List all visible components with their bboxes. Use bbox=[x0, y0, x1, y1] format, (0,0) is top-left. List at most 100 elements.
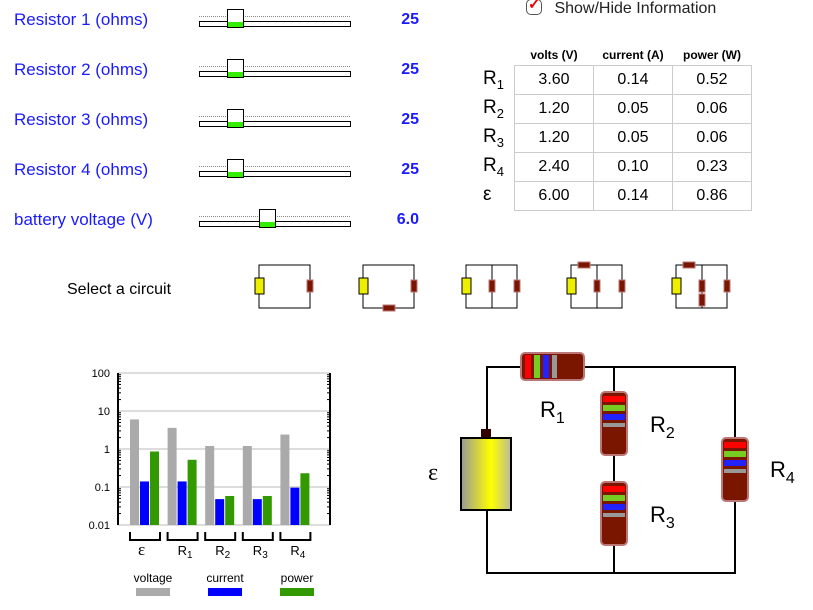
x-tick-label: ε bbox=[138, 540, 145, 559]
circuit-option-5[interactable] bbox=[665, 258, 740, 316]
table-cell: 0.52 bbox=[672, 65, 752, 95]
slider-track[interactable] bbox=[199, 121, 351, 127]
table-cell: 3.60 bbox=[514, 65, 594, 95]
slider-track[interactable] bbox=[199, 21, 351, 27]
x-tick-label: R4 bbox=[290, 543, 305, 561]
bar-voltage bbox=[280, 434, 290, 525]
r4-label: R4 bbox=[770, 457, 795, 487]
table-cell: 0.06 bbox=[672, 94, 752, 124]
slider-label: Resistor 1 (ohms) bbox=[14, 10, 149, 29]
table-cell: 1.20 bbox=[514, 94, 594, 124]
slider-label: Resistor 4 (ohms) bbox=[14, 160, 149, 179]
bar-voltage bbox=[130, 419, 139, 525]
y-tick-label: 100 bbox=[92, 368, 110, 380]
table-cell: 0.14 bbox=[593, 65, 673, 95]
slider-thumb[interactable] bbox=[227, 109, 244, 128]
resistor-r2 bbox=[600, 391, 628, 456]
bar-current bbox=[177, 481, 187, 525]
battery bbox=[460, 437, 512, 511]
bar-current bbox=[215, 499, 225, 525]
bar-voltage bbox=[205, 445, 215, 525]
legend-swatch bbox=[280, 588, 314, 596]
resistor-r3 bbox=[600, 481, 628, 546]
bar-power bbox=[187, 459, 197, 525]
legend-label: voltage bbox=[134, 571, 173, 585]
legend-swatch bbox=[208, 588, 242, 596]
bar-current bbox=[140, 481, 149, 525]
bar-power bbox=[262, 495, 272, 525]
select-circuit-label: Select a circuit bbox=[67, 281, 172, 298]
r1-label: R1 bbox=[540, 397, 565, 427]
slider-value: 25 bbox=[401, 11, 419, 28]
table-row: R3 1.20 0.05 0.06 bbox=[482, 123, 752, 153]
slider-thumb[interactable] bbox=[227, 9, 244, 28]
bar-current bbox=[290, 487, 300, 525]
y-tick-label: 0.01 bbox=[89, 520, 110, 532]
slider-value: 25 bbox=[401, 61, 419, 78]
table-cell: 1.20 bbox=[514, 123, 594, 153]
resistor-r1 bbox=[520, 352, 585, 381]
circuit-option-4[interactable] bbox=[560, 258, 635, 316]
checkbox-check-icon[interactable]: ✓ bbox=[526, 0, 542, 15]
y-tick-label: 0.1 bbox=[95, 482, 110, 494]
info-toggle-label: Show/Hide Information bbox=[554, 0, 717, 17]
info-table: volts (V) current (A) power (W) R1 3.60 0.14… bbox=[482, 45, 752, 211]
slider-track[interactable] bbox=[199, 171, 351, 177]
col-header: current (A) bbox=[602, 48, 664, 62]
slider-value: 25 bbox=[401, 111, 419, 128]
bar-voltage bbox=[242, 445, 252, 525]
slider-thumb[interactable] bbox=[259, 209, 276, 228]
slider-label: Resistor 3 (ohms) bbox=[14, 110, 149, 129]
y-tick-label: 1 bbox=[104, 444, 110, 456]
slider-label: battery voltage (V) bbox=[14, 210, 153, 229]
slider-thumb[interactable] bbox=[227, 59, 244, 78]
col-header: power (W) bbox=[683, 48, 741, 62]
circuit-diagram: ε R1 R2 R3 R4 bbox=[428, 352, 795, 574]
table-row: R1 3.60 0.14 0.52 bbox=[482, 65, 752, 95]
slider-ticks bbox=[199, 66, 350, 67]
table-cell: 2.40 bbox=[514, 152, 594, 182]
row-label: R3 bbox=[483, 126, 504, 150]
x-tick-label: R2 bbox=[215, 543, 230, 561]
bar-chart: 100 10 1 0.1 0.01 ε R1 R2 R3 R4 voltage current powe… bbox=[89, 368, 331, 596]
y-tick-label: 10 bbox=[98, 406, 110, 418]
bar-current bbox=[252, 499, 262, 525]
slider-track[interactable] bbox=[199, 71, 351, 77]
bar-power bbox=[225, 495, 235, 525]
slider-ticks bbox=[199, 16, 350, 17]
bar-voltage bbox=[167, 427, 177, 525]
circuit-option-3[interactable] bbox=[455, 258, 530, 316]
table-row: R2 1.20 0.05 0.06 bbox=[482, 94, 752, 124]
table-cell: 0.14 bbox=[593, 181, 673, 211]
table-cell: 0.86 bbox=[672, 181, 752, 211]
battery-terminal bbox=[481, 429, 491, 439]
col-header: volts (V) bbox=[530, 48, 578, 62]
bar-power bbox=[150, 451, 159, 525]
legend-swatch bbox=[136, 588, 170, 596]
legend-label: current bbox=[206, 571, 244, 585]
circuit-option-2[interactable] bbox=[352, 258, 427, 316]
slider-thumb[interactable] bbox=[227, 159, 244, 178]
table-cell: 0.10 bbox=[593, 152, 673, 182]
resistor-r4 bbox=[721, 437, 749, 502]
table-cell: 6.00 bbox=[514, 181, 594, 211]
table-cell: 0.05 bbox=[593, 123, 673, 153]
row-label: R2 bbox=[483, 97, 504, 121]
row-label: R4 bbox=[483, 155, 504, 179]
info-toggle[interactable]: ✓ Show/Hide Information bbox=[526, 0, 716, 18]
slider-label: Resistor 2 (ohms) bbox=[14, 60, 149, 79]
table-cell: 0.05 bbox=[593, 94, 673, 124]
r3-label: R3 bbox=[650, 502, 675, 532]
table-cell: 0.23 bbox=[672, 152, 752, 182]
r2-label: R2 bbox=[650, 412, 675, 442]
table-cell: 0.06 bbox=[672, 123, 752, 153]
row-label: ε bbox=[483, 184, 492, 206]
table-row: ε 6.00 0.14 0.86 bbox=[482, 181, 752, 211]
bar-power bbox=[300, 473, 310, 525]
row-label: R1 bbox=[483, 68, 504, 92]
x-tick-label: R3 bbox=[253, 543, 268, 561]
slider-ticks bbox=[199, 166, 350, 167]
emf-label: ε bbox=[428, 460, 438, 486]
slider-value: 6.0 bbox=[396, 211, 419, 228]
circuit-option-1[interactable] bbox=[248, 258, 323, 316]
